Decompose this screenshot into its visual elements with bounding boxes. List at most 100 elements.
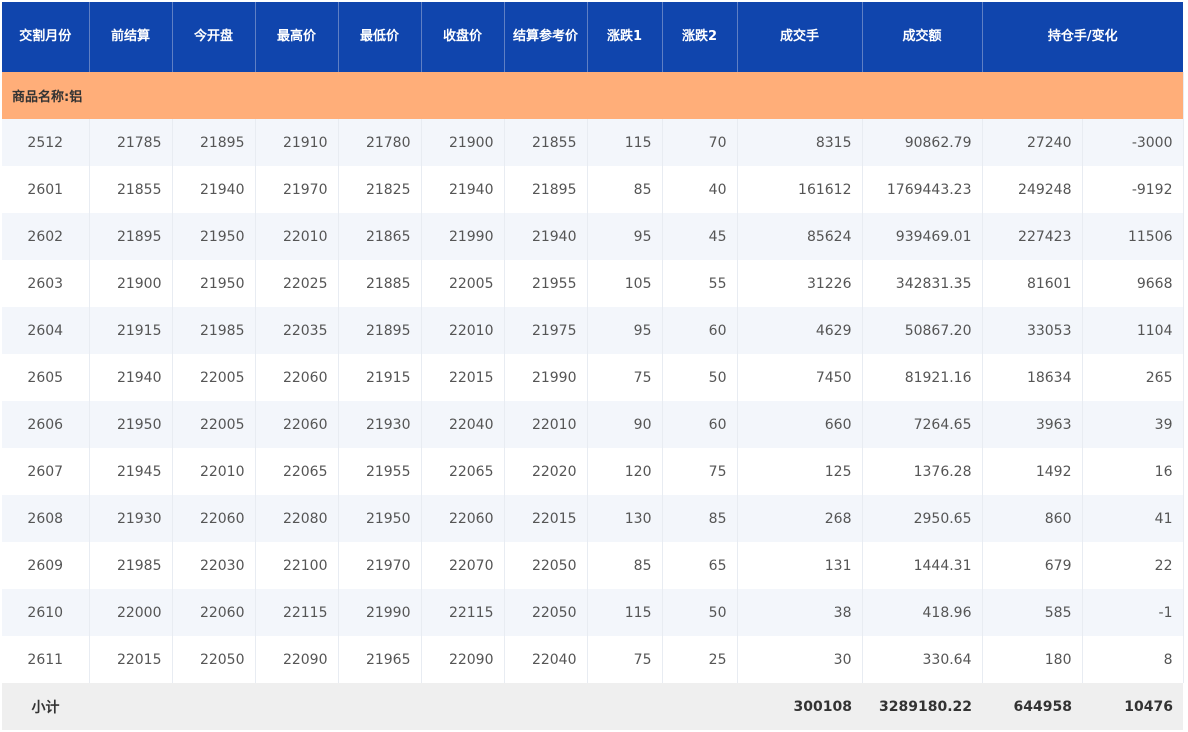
table-cell: 115 [587, 119, 663, 166]
table-cell: 21885 [338, 260, 422, 307]
table-cell: 2605 [2, 354, 90, 401]
table-cell: 22060 [172, 589, 256, 636]
table-cell: 22115 [421, 589, 505, 636]
table-cell: 418.96 [862, 589, 983, 636]
table-cell: 2609 [2, 542, 90, 589]
column-header: 交割月份 [2, 2, 90, 72]
table-cell: 21950 [172, 260, 256, 307]
column-header: 结算参考价 [504, 2, 588, 72]
table-cell: 2601 [2, 166, 90, 213]
table-cell: 679 [982, 542, 1083, 589]
table-row: 2609 21985 22030 22100 21970 22070 22050 85 65 13… [2, 542, 1184, 589]
table-cell: 860 [982, 495, 1083, 542]
table-cell: 75 [587, 354, 663, 401]
table-cell: 65 [662, 542, 738, 589]
column-header: 最高价 [255, 2, 339, 72]
table-cell: 2604 [2, 307, 90, 354]
table-cell: 342831.35 [862, 260, 983, 307]
table-cell: 21955 [338, 448, 422, 495]
table-cell: 21900 [89, 260, 173, 307]
table-cell: 22060 [172, 495, 256, 542]
table-cell: 90 [587, 401, 663, 448]
table-cell: 33053 [982, 307, 1083, 354]
subtotal-volume: 300108 [737, 683, 862, 730]
table-cell: 22040 [504, 636, 588, 683]
table-cell: 41 [1082, 495, 1184, 542]
table-cell: 85 [662, 495, 738, 542]
table-cell: 22010 [255, 213, 339, 260]
table-cell: 25 [662, 636, 738, 683]
table-cell: 8315 [737, 119, 863, 166]
table-cell: 45 [662, 213, 738, 260]
table-cell: 50 [662, 354, 738, 401]
table-cell: 1492 [982, 448, 1083, 495]
table-cell: 22015 [421, 354, 505, 401]
table-cell: 22100 [255, 542, 339, 589]
table-cell: 2607 [2, 448, 90, 495]
table-cell: 2602 [2, 213, 90, 260]
table-cell: 22010 [504, 401, 588, 448]
table-cell: 125 [737, 448, 863, 495]
table-cell: 22090 [255, 636, 339, 683]
empty-cell [89, 683, 737, 730]
table-cell: 21855 [89, 166, 173, 213]
table-cell: 21950 [89, 401, 173, 448]
table-cell: 21900 [421, 119, 505, 166]
table-cell: 180 [982, 636, 1083, 683]
table-cell: 268 [737, 495, 863, 542]
table-cell: 161612 [737, 166, 863, 213]
table-cell: 21780 [338, 119, 422, 166]
table-cell: 22010 [172, 448, 256, 495]
table-cell: 9668 [1082, 260, 1184, 307]
table-row: 2605 21940 22005 22060 21915 22015 21990 75 50 74… [2, 354, 1184, 401]
table-cell: 21950 [338, 495, 422, 542]
table-row: 2601 21855 21940 21970 21825 21940 21895 85 40 16… [2, 166, 1184, 213]
table-cell: 75 [662, 448, 738, 495]
table-cell: 1769443.23 [862, 166, 983, 213]
table-cell: 4629 [737, 307, 863, 354]
table-row: 2606 21950 22005 22060 21930 22040 22010 90 60 66… [2, 401, 1184, 448]
table-cell: 21865 [338, 213, 422, 260]
table-cell: 21940 [504, 213, 588, 260]
table-cell: 21985 [89, 542, 173, 589]
table-row: 2603 21900 21950 22025 21885 22005 21955 105 55 3… [2, 260, 1184, 307]
column-header: 前结算 [89, 2, 173, 72]
table-cell: 22015 [504, 495, 588, 542]
table-row: 2611 22015 22050 22090 21965 22090 22040 75 25 30… [2, 636, 1184, 683]
table-cell: 2512 [2, 119, 90, 166]
table-cell: 22005 [421, 260, 505, 307]
table-cell: 60 [662, 401, 738, 448]
table-row: 2610 22000 22060 22115 21990 22115 22050 115 50 3… [2, 589, 1184, 636]
column-header: 收盘价 [421, 2, 505, 72]
table-cell: 22 [1082, 542, 1184, 589]
table-cell: 16 [1082, 448, 1184, 495]
table-cell: 18634 [982, 354, 1083, 401]
table-cell: 38 [737, 589, 863, 636]
table-cell: 2610 [2, 589, 90, 636]
table-cell: 21940 [89, 354, 173, 401]
column-header: 最低价 [338, 2, 422, 72]
table-cell: 22050 [504, 589, 588, 636]
table-cell: 21990 [338, 589, 422, 636]
table-cell: 1104 [1082, 307, 1184, 354]
table-row: 2604 21915 21985 22035 21895 22010 21975 95 60 46… [2, 307, 1184, 354]
table-cell: 22000 [89, 589, 173, 636]
column-header: 成交额 [862, 2, 983, 72]
table-cell: -1 [1082, 589, 1184, 636]
table-cell: -9192 [1082, 166, 1184, 213]
commodity-name: 商品名称:铝 [2, 72, 1184, 119]
subtotal-label: 小计 [2, 683, 89, 730]
table-cell: 660 [737, 401, 863, 448]
table-cell: 21895 [172, 119, 256, 166]
table-cell: 22115 [255, 589, 339, 636]
table-cell: 227423 [982, 213, 1083, 260]
table-cell: 30 [737, 636, 863, 683]
table-row: 2608 21930 22060 22080 21950 22060 22015 130 85 2… [2, 495, 1184, 542]
table-cell: 21985 [172, 307, 256, 354]
table-cell: 21915 [89, 307, 173, 354]
table-cell: 85 [587, 166, 663, 213]
table-cell: 22090 [421, 636, 505, 683]
table-cell: 3963 [982, 401, 1083, 448]
table-cell: 21930 [338, 401, 422, 448]
